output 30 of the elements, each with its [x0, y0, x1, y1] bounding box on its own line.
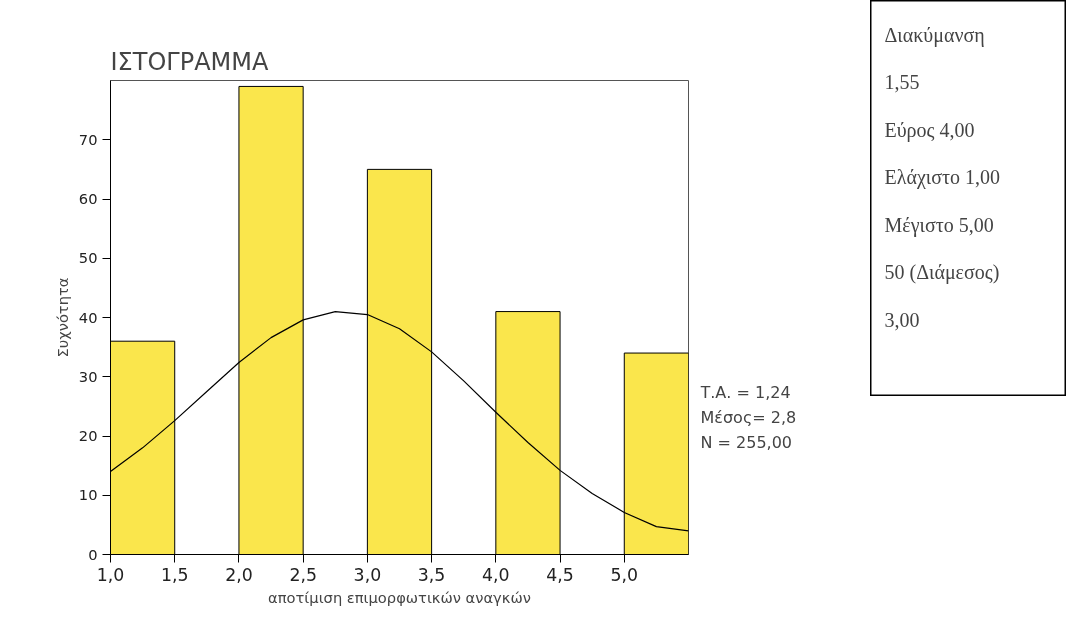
y-axis-title: Συχνότητα — [53, 277, 71, 358]
x-tick-label: 4,5 — [546, 564, 574, 585]
y-tick-label: 20 — [78, 427, 98, 444]
text: Μέγιστο 5,00 — [884, 213, 994, 237]
text: Διακύμανση — [884, 23, 985, 47]
x-tick-label: 1,5 — [160, 564, 189, 585]
y-tick-label: 50 — [78, 249, 98, 267]
y-tick-label: 30 — [78, 367, 98, 385]
y-tick-label: 60 — [78, 190, 98, 207]
chart-title: ΙΣΤΟΓΡΑΜΜΑ — [110, 47, 269, 76]
x-tick-label: 1,0 — [96, 564, 125, 585]
text: 50 (Διάμεσος) — [884, 261, 1000, 284]
text: 3,00 — [884, 308, 920, 331]
text: 1,55 — [884, 71, 920, 93]
y-tick-label: 70 — [78, 130, 98, 148]
text: Ν = 255,00 — [700, 433, 793, 452]
text: Μέσος= 2,8 — [700, 408, 797, 427]
text: Ελάχιστο 1,00 — [884, 166, 1000, 189]
y-tick-label: 40 — [78, 308, 98, 326]
x-tick-label: 3,5 — [417, 564, 446, 585]
x-axis-title: αποτίμιση επιμορφωτικών αναγκών — [268, 588, 531, 606]
x-tick-label: 2,0 — [225, 564, 253, 585]
text: Εύρος 4,00 — [884, 118, 975, 142]
x-tick-label: 2,5 — [289, 564, 317, 585]
x-tick-label: 5,0 — [610, 564, 639, 585]
y-tick-label: 10 — [78, 486, 98, 504]
text: Τ.Α. = 1,24 — [699, 383, 791, 402]
x-tick-label: 4,0 — [482, 564, 510, 585]
y-tick-label: 0 — [88, 545, 98, 563]
x-tick-label: 3,0 — [353, 564, 382, 585]
